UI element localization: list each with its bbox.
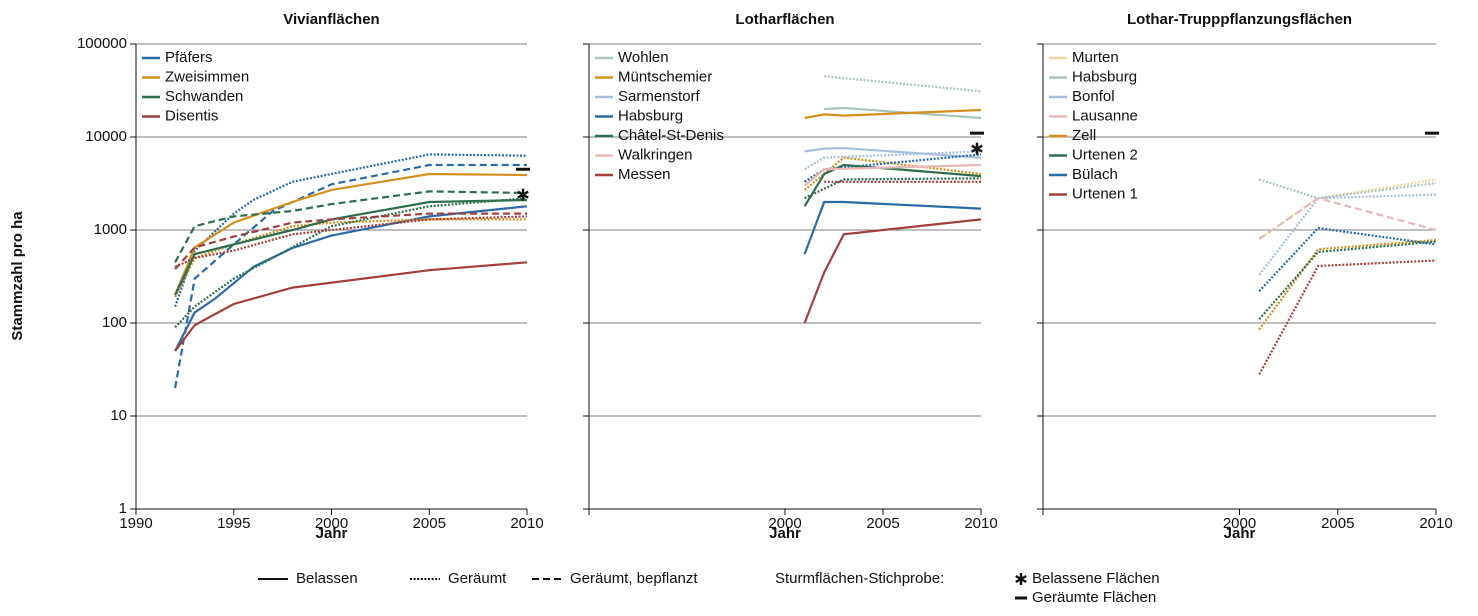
x-tick-label: 2000 (1223, 515, 1256, 532)
data-line (174, 215, 528, 268)
legend-label: Messen (618, 166, 671, 183)
legend-label: Pfäfers (165, 49, 213, 66)
y-tick-label: 1000 (94, 221, 127, 238)
legend-label: Bülach (1072, 166, 1118, 183)
sample-label: Belassene Flächen (1032, 570, 1160, 587)
x-tick-label: 1990 (119, 515, 152, 532)
data-line (1258, 240, 1437, 320)
panel-title: Lotharflächen (735, 11, 834, 28)
x-tick-label: 2010 (510, 515, 543, 532)
x-tick-label: 2010 (1419, 515, 1452, 532)
style-label: Geräumt (448, 570, 507, 587)
legend-label: Wohlen (618, 49, 669, 66)
data-line (1258, 178, 1437, 240)
data-line (803, 218, 982, 324)
data-line (174, 218, 527, 298)
panel-title: Vivianflächen (283, 11, 379, 28)
data-line (174, 198, 528, 296)
sample-asterisk (517, 188, 529, 201)
x-tick-label: 1995 (217, 515, 250, 532)
x-tick-label: 2005 (413, 515, 446, 532)
data-line (824, 75, 982, 93)
data-line (1258, 238, 1437, 331)
data-line (1258, 259, 1437, 375)
data-line (803, 200, 982, 255)
x-axis-label: Jahr (316, 525, 348, 542)
data-line (824, 106, 982, 120)
legend-label: Sarmenstorf (618, 88, 701, 105)
y-tick-label: 100000 (77, 35, 127, 52)
x-axis-label: Jahr (769, 525, 801, 542)
data-line (804, 150, 982, 171)
y-tick-label: 100 (102, 314, 127, 331)
asterisk-stroke (1015, 574, 1027, 584)
sample-label: Geräumte Flächen (1032, 589, 1156, 606)
asterisk-stroke (971, 144, 983, 153)
y-tick-label: 10000 (85, 128, 127, 145)
data-line (804, 177, 982, 200)
data-line (803, 163, 982, 187)
x-axis-label: Jahr (1224, 525, 1256, 542)
y-tick-label: 10 (110, 407, 127, 424)
legend-label: Walkringen (618, 146, 692, 163)
data-line (803, 156, 982, 191)
legend-label: Müntschemier (618, 68, 712, 85)
y-axis-label: Stammzahl pro ha (9, 211, 26, 341)
sample-title: Sturmflächen-Stichprobe: (775, 570, 944, 587)
x-tick-label: 2000 (768, 515, 801, 532)
style-label: Geräumt, bepflanzt (570, 570, 698, 587)
x-tick-label: 2005 (866, 515, 899, 532)
legend-label: Zell (1072, 127, 1096, 144)
panel-title: Lothar-Trupppflanzungsflächen (1127, 11, 1352, 28)
legend-label: Habsburg (618, 107, 683, 124)
asterisk-stroke (517, 190, 529, 199)
data-line (804, 108, 982, 120)
legend-label: Schwanden (165, 88, 243, 105)
data-line (174, 163, 527, 389)
legend-label: Murten (1072, 49, 1119, 66)
legend-label: Châtel-St-Denis (618, 127, 724, 144)
legend-label: Urtenen 1 (1072, 185, 1138, 202)
data-line (174, 172, 528, 296)
data-line (804, 146, 982, 159)
legend-label: Habsburg (1072, 68, 1137, 85)
data-line (174, 212, 527, 270)
x-tick-label: 2010 (964, 515, 997, 532)
style-label: Belassen (296, 570, 358, 587)
sample-asterisk (971, 142, 983, 155)
data-line (1258, 226, 1437, 292)
legend-label: Lausanne (1072, 107, 1138, 124)
legend-label: Disentis (165, 107, 218, 124)
data-line (174, 190, 528, 263)
x-tick-label: 2000 (315, 515, 348, 532)
legend-asterisk (1015, 573, 1027, 585)
data-line (174, 261, 528, 352)
y-tick-label: 1 (119, 500, 127, 517)
legend-label: Bonfol (1072, 88, 1115, 105)
legend-label: Zweisimmen (165, 68, 249, 85)
legend-label: Urtenen 2 (1072, 146, 1138, 163)
data-line (174, 153, 528, 307)
x-tick-label: 2005 (1321, 515, 1354, 532)
data-line (1258, 197, 1437, 240)
